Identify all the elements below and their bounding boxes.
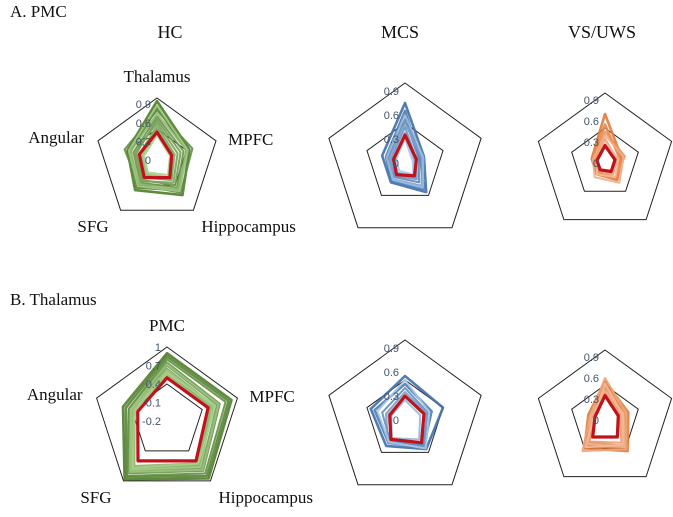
radial-tick-label: 0.6	[584, 116, 599, 128]
radial-tick-label: 0.9	[384, 86, 399, 98]
axis-label-angular: Angular	[27, 385, 83, 404]
radial-tick-label: 0	[393, 158, 399, 170]
subject-series-7	[385, 114, 425, 189]
radial-tick-label: 0.6	[384, 367, 399, 379]
radar-outer-frame	[97, 97, 217, 211]
radar-outer-frame	[96, 346, 238, 482]
subject-series-6	[133, 121, 179, 184]
axis-label-hippocampus: Hippocampus	[201, 217, 295, 236]
group-mean-series	[595, 143, 617, 174]
axis-label-sfg: SFG	[80, 488, 111, 507]
subject-series-6	[390, 399, 422, 441]
radial-tick-label: 0	[593, 158, 599, 170]
axis-label-thalamus: Thalamus	[123, 67, 190, 86]
radial-tick-label: 0.6	[136, 118, 151, 130]
subject-series-1	[121, 351, 233, 481]
column-header-hc: HC	[157, 22, 183, 42]
axis-label-angular: Angular	[28, 128, 84, 147]
radial-tick-label: 0.6	[584, 373, 599, 385]
radar-chart-a-pmc-hc: 0 0.3 0.6 0.9 Thalamus MPFC Hippocampus SFG Angu…	[28, 67, 296, 236]
radial-tick-label: 0	[145, 155, 151, 167]
radial-tick-label: 0	[593, 415, 599, 427]
group-mean-series	[388, 394, 426, 445]
axis-label-mpfc: MPFC	[249, 387, 294, 406]
subject-series-3	[387, 118, 421, 184]
radar-chart-a-pmc-vs-uws: 0 0.3 0.6 0.9	[537, 92, 673, 221]
radar-outer-frame	[537, 349, 673, 478]
subject-series-1	[380, 101, 428, 194]
group-mean-series	[591, 393, 620, 439]
column-header-vs-uws: VS/UWS	[567, 22, 636, 42]
radial-tick-label: 0.3	[384, 134, 399, 146]
radial-tick-label: 0.4	[146, 379, 161, 391]
axis-label-pmc: PMC	[149, 316, 185, 335]
panel-a-label: A. PMC	[10, 2, 67, 21]
radial-tick-label: 0.7	[146, 361, 161, 373]
group-mean-series	[392, 133, 418, 178]
radial-tick-label: 0.6	[384, 110, 399, 122]
radial-tick-label: 0.3	[136, 136, 151, 148]
radial-tick-label: 0.9	[584, 95, 599, 107]
radar-inner-grid	[571, 384, 639, 449]
subject-series-9	[129, 363, 220, 473]
radial-tick-label: 0.3	[384, 391, 399, 403]
radial-tick-label: 0.3	[584, 137, 599, 149]
group-mean-series	[137, 130, 174, 180]
subject-series-11	[131, 371, 217, 469]
radar-outer-frame	[328, 82, 482, 229]
axis-label-sfg: SFG	[77, 217, 108, 236]
radar-inner-grid	[571, 127, 639, 192]
subject-series-5	[581, 377, 628, 453]
subject-series-1	[126, 99, 191, 197]
subject-series-3	[594, 130, 626, 179]
radar-chart-b-thalamus-hc: -0.2 0.1 0.4 0.7 1 PMC MPFC Hippocampus SFG Angul…	[27, 316, 313, 507]
radar-chart-a-pmc-mcs: 0 0.3 0.6 0.9	[328, 82, 482, 229]
subject-series-5	[388, 122, 423, 187]
radar-inner-grid	[366, 122, 444, 196]
radar-outer-frame	[537, 92, 673, 221]
radial-tick-label: 0.9	[136, 99, 151, 111]
subject-series-12	[143, 134, 171, 176]
radial-tick-label: 0.1	[146, 398, 161, 410]
subject-series-11	[127, 104, 189, 193]
group-mean-series	[136, 376, 210, 463]
subject-series-7	[376, 379, 431, 450]
subject-series-8	[394, 138, 415, 176]
subject-series-1	[369, 374, 445, 451]
subject-series-4	[132, 115, 185, 189]
radar-chart-b-thalamus-mcs: 0 0.3 0.6 0.9	[328, 339, 482, 486]
axis-label-mpfc: MPFC	[228, 130, 273, 149]
axis-label-hippocampus: Hippocampus	[219, 488, 313, 507]
radar-outer-frame	[328, 339, 482, 486]
radial-tick-label: 1	[155, 342, 161, 354]
radial-tick-label: 0	[393, 415, 399, 427]
subject-series-4	[127, 361, 221, 475]
subject-series-10	[130, 369, 214, 471]
subject-series-5	[592, 134, 625, 184]
radial-tick-label: 0.9	[584, 352, 599, 364]
panel-b-label: B. Thalamus	[10, 290, 97, 309]
subject-series-9	[129, 112, 188, 191]
column-header-mcs: MCS	[380, 22, 420, 42]
radar-chart-b-thalamus-vs-uws: 0 0.3 0.6 0.9	[537, 349, 673, 478]
subject-series-2	[124, 354, 230, 479]
radial-tick-label: 0.3	[584, 394, 599, 406]
radial-tick-label: 0.9	[384, 343, 399, 355]
radial-tick-label: -0.2	[142, 416, 161, 428]
